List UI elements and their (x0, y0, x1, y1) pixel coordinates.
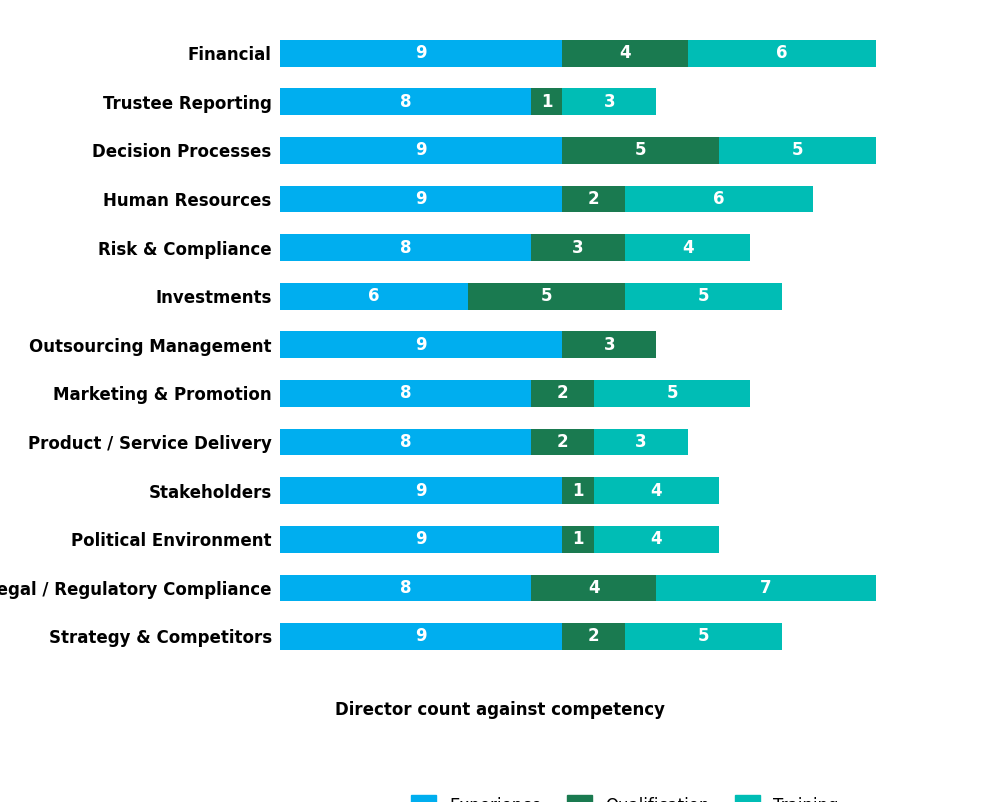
Text: 4: 4 (682, 239, 694, 257)
Text: 4: 4 (619, 44, 631, 63)
Text: 8: 8 (400, 239, 411, 257)
Text: 8: 8 (400, 384, 411, 403)
Text: 3: 3 (572, 239, 584, 257)
Text: 5: 5 (792, 141, 803, 160)
Bar (531, 88, 562, 115)
Bar (688, 40, 876, 67)
Bar (280, 526, 562, 553)
Text: 1: 1 (572, 482, 584, 500)
Text: 7: 7 (760, 579, 772, 597)
Text: 5: 5 (698, 287, 709, 306)
Bar (625, 234, 750, 261)
Bar (280, 283, 468, 310)
Bar (562, 186, 625, 213)
Text: 5: 5 (541, 287, 552, 306)
Bar (562, 137, 719, 164)
Bar (280, 380, 531, 407)
Bar (468, 283, 625, 310)
Text: 9: 9 (415, 44, 427, 63)
Text: 5: 5 (635, 141, 646, 160)
Bar (280, 234, 531, 261)
Bar (280, 137, 562, 164)
Bar (594, 526, 719, 553)
Bar (594, 380, 750, 407)
Bar (562, 88, 656, 115)
Text: 8: 8 (400, 433, 411, 451)
Legend: Experience, Qualification, Training: Experience, Qualification, Training (403, 787, 847, 802)
Bar (719, 137, 876, 164)
Text: 9: 9 (415, 141, 427, 160)
Bar (280, 477, 562, 504)
Text: 5: 5 (666, 384, 678, 403)
Text: 2: 2 (556, 433, 568, 451)
Bar (562, 477, 594, 504)
Bar (280, 623, 562, 650)
Bar (280, 186, 562, 213)
Text: 4: 4 (651, 530, 662, 549)
Text: 9: 9 (415, 190, 427, 208)
Bar (531, 234, 625, 261)
Bar (562, 526, 594, 553)
Text: 3: 3 (635, 433, 646, 451)
Text: 3: 3 (604, 93, 615, 111)
Bar (531, 429, 594, 456)
Text: 9: 9 (415, 627, 427, 646)
Text: 9: 9 (415, 530, 427, 549)
Bar (562, 40, 688, 67)
Text: 4: 4 (588, 579, 599, 597)
Text: 5: 5 (698, 627, 709, 646)
Bar (280, 88, 531, 115)
Text: 2: 2 (556, 384, 568, 403)
Text: 9: 9 (415, 336, 427, 354)
Text: 8: 8 (400, 93, 411, 111)
Text: 2: 2 (588, 627, 599, 646)
Bar (280, 429, 531, 456)
Text: 2: 2 (588, 190, 599, 208)
Text: 6: 6 (776, 44, 788, 63)
Text: Director count against competency: Director count against competency (335, 701, 665, 719)
Bar (562, 331, 656, 358)
Bar (280, 40, 562, 67)
Bar (280, 574, 531, 602)
Text: 6: 6 (368, 287, 380, 306)
Text: 9: 9 (415, 482, 427, 500)
Bar (594, 429, 688, 456)
Text: 1: 1 (572, 530, 584, 549)
Bar (531, 380, 594, 407)
Text: 3: 3 (604, 336, 615, 354)
Text: 6: 6 (713, 190, 725, 208)
Bar (531, 574, 656, 602)
Bar (594, 477, 719, 504)
Text: 1: 1 (541, 93, 552, 111)
Bar (625, 186, 813, 213)
Bar (625, 623, 782, 650)
Bar (625, 283, 782, 310)
Bar (562, 623, 625, 650)
Bar (656, 574, 876, 602)
Bar (280, 331, 562, 358)
Text: 8: 8 (400, 579, 411, 597)
Text: 4: 4 (651, 482, 662, 500)
